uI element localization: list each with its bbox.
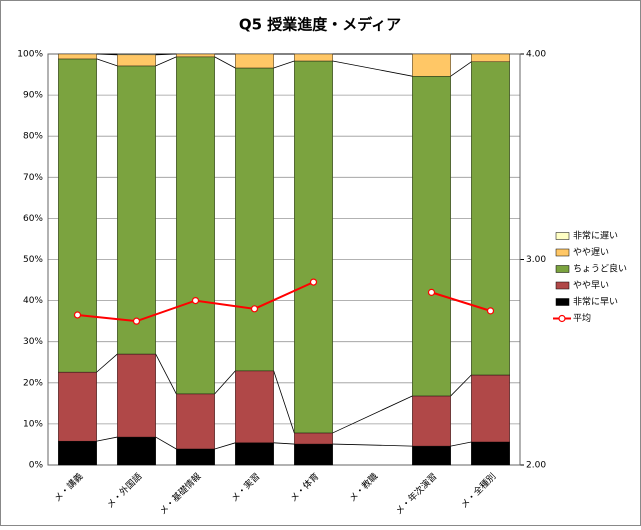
series-connector — [273, 442, 295, 445]
legend-label: やや遅い — [573, 247, 609, 258]
legend-swatch — [555, 265, 570, 273]
bar-segment — [294, 60, 333, 434]
y-tick-label: 30% — [23, 337, 43, 347]
bar-segment — [117, 436, 156, 466]
legend-swatch — [555, 298, 570, 306]
chart-title: Q5 授業進度・メディア — [239, 16, 401, 34]
bar-segment — [58, 440, 97, 466]
legend-swatch — [555, 232, 570, 240]
bar-segment — [471, 441, 510, 466]
y2-tick-label: 3.00 — [526, 255, 546, 265]
legend-label: やや早い — [573, 280, 609, 291]
legend-swatch — [555, 281, 570, 290]
bar-segment — [412, 395, 451, 447]
bar-segment — [412, 75, 451, 397]
average-marker — [427, 288, 436, 296]
bar-segment — [58, 58, 97, 373]
bar-segment — [412, 445, 451, 466]
y-tick-label: 0% — [29, 461, 44, 471]
bar-segment — [235, 370, 274, 444]
y-tick-label: 70% — [23, 173, 43, 183]
series-connector — [214, 442, 236, 450]
bar-segment — [471, 53, 510, 63]
average-marker — [486, 307, 495, 315]
legend-label: 非常に遅い — [573, 230, 618, 242]
bar-segment — [294, 53, 333, 62]
series-connector — [273, 370, 295, 434]
bar-segment — [58, 371, 97, 442]
series-connector — [332, 60, 413, 77]
y-tick-label: 60% — [23, 214, 43, 224]
y-tick-label: 50% — [23, 255, 43, 265]
series-connector — [332, 395, 413, 434]
bar-segment — [117, 353, 156, 438]
legend-label: 平均 — [573, 312, 591, 324]
bar-segment — [412, 53, 451, 77]
bar-segment — [176, 448, 215, 466]
bar-segment — [176, 393, 215, 450]
series-connector — [96, 436, 118, 442]
series-connector — [155, 353, 177, 395]
legend-swatch — [555, 248, 570, 257]
bar-segment — [176, 53, 215, 58]
series-connector — [155, 436, 177, 450]
average-marker — [191, 297, 200, 305]
average-marker — [309, 278, 318, 286]
y-tick-label: 80% — [23, 132, 43, 142]
legend-label: ちょうど良い — [573, 263, 627, 275]
legend-swatch — [558, 314, 566, 323]
y2-tick-label: 2.00 — [526, 461, 546, 471]
y-tick-label: 90% — [23, 91, 43, 101]
series-connector — [155, 56, 177, 67]
bar-segment — [294, 443, 333, 466]
series-connector — [450, 441, 472, 447]
y-tick-label: 10% — [23, 419, 43, 429]
series-connector — [273, 60, 295, 69]
bar-segment — [235, 53, 274, 69]
series-connector — [332, 443, 413, 447]
average-marker — [132, 317, 141, 325]
series-connector — [214, 56, 236, 69]
series-connector — [214, 370, 236, 395]
average-marker — [250, 305, 259, 313]
bar-segment — [471, 374, 510, 443]
bar-segment — [117, 54, 156, 67]
y-tick-label: 20% — [23, 378, 43, 388]
legend-label: 非常に早い — [573, 296, 618, 308]
bar-segment — [117, 65, 156, 355]
y-tick-label: 40% — [23, 296, 43, 306]
bar-segment — [235, 442, 274, 466]
y2-tick-label: 4.00 — [526, 50, 546, 60]
bar-segment — [58, 53, 97, 60]
average-marker — [73, 311, 82, 319]
series-connector — [96, 58, 118, 67]
bar-segment — [471, 61, 510, 376]
series-connector — [450, 61, 472, 77]
series-connector — [96, 353, 118, 373]
y-tick-label: 100% — [17, 50, 43, 60]
series-connector — [450, 374, 472, 397]
bar-segment — [117, 53, 156, 56]
bar-segment — [294, 432, 333, 445]
bar-segment — [176, 56, 215, 395]
bar-segment — [235, 67, 274, 372]
